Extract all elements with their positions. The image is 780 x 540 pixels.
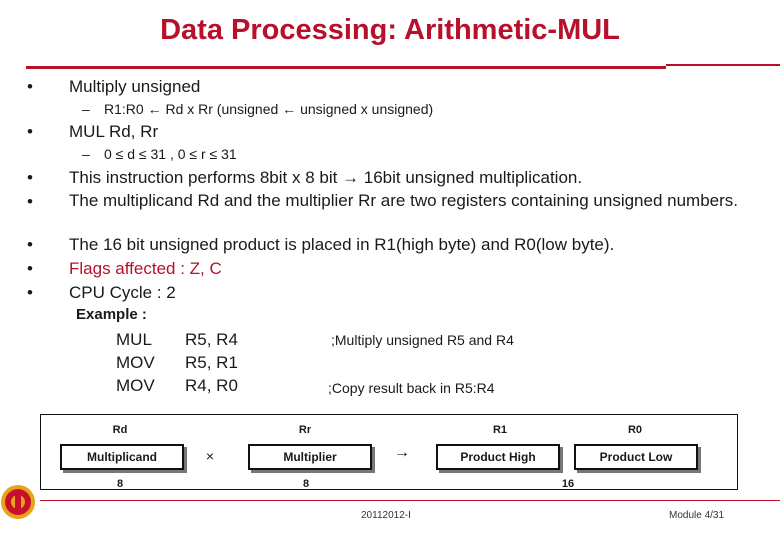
sub-item: – R1:R0 ← Rd x Rr (unsigned ← unsigned x … [82,100,433,118]
code-args: R5, R1 [185,353,238,372]
bits-rd: 8 [116,478,124,490]
label-rd: Rd [112,424,128,436]
slide-title: Data Processing: Arithmetic-MUL [160,14,620,46]
bullet-dot: • [27,122,33,141]
product-high-box: Product High [436,444,560,470]
bullet-text: The multiplicand Rd and the multiplier R… [69,191,739,210]
bullet-dot: • [27,283,33,302]
code-op: MOV [116,376,155,395]
sub-dash: – [82,146,90,162]
bullet-dot: • [27,235,33,254]
sub-text: 0 ≤ d ≤ 31 , 0 ≤ r ≤ 31 [104,146,237,162]
institute-logo-icon [0,478,36,524]
bullet-text: Flags affected : Z, C [69,259,222,278]
footer-page: Module 4/31 [669,510,725,521]
multiplicand-box: Multiplicand [60,444,184,470]
sub-item: –0 ≤ d ≤ 31 , 0 ≤ r ≤ 31 [82,145,237,163]
code-comment: ;Copy result back in R5:R4 [328,380,495,396]
footer-course: 20112012-I [361,510,411,521]
code-op: MUL [116,330,152,349]
footer-rule [40,500,780,501]
bullet-text: This instruction performs 8bit x 8 bit →… [69,168,583,187]
bullet-dot: • [27,259,33,278]
sub-dash: – [82,101,90,117]
result-arrow: → [394,444,410,461]
diagram-outer-frame [40,414,738,490]
example-label: Example : [76,306,147,323]
label-rr: Rr [298,424,312,436]
times-sign: × [205,448,215,464]
label-r0: R0 [627,424,643,436]
multiplier-box: Multiplier [248,444,372,470]
bullet-text: The 16 bit unsigned product is placed in… [69,235,615,254]
code-args: R4, R0 [185,376,238,395]
title-underline [26,66,666,69]
bullet-dot: • [27,77,33,96]
bits-product: 16 [561,478,575,490]
bullet-dot: • [27,168,33,187]
mul-diagram: Rd Rr R1 R0 Multiplicand × Multiplier → … [40,414,738,494]
code-comment: ;Multiply unsigned R5 and R4 [331,332,514,348]
product-low-box: Product Low [574,444,698,470]
bullet-text: MUL Rd, Rr [69,122,159,141]
code-op: MOV [116,353,155,372]
title-underline-right [666,64,780,66]
code-args: R5, R4 [185,330,238,349]
bullet-dot: • [27,192,33,211]
bullet-text: CPU Cycle : 2 [69,283,176,302]
sub-text: R1:R0 ← Rd x Rr (unsigned ← unsigned x u… [104,101,434,117]
label-r1: R1 [492,424,508,436]
bits-rr: 8 [302,478,310,490]
bullet-text: Multiply unsigned [69,77,201,96]
